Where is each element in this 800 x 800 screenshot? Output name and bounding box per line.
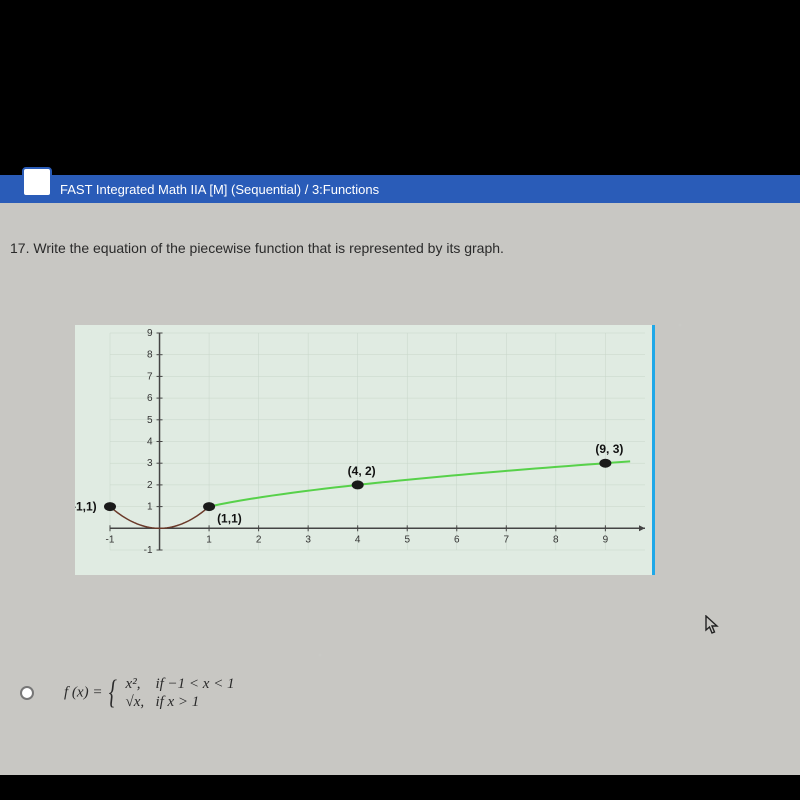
course-badge-icon bbox=[22, 167, 52, 197]
piecewise-chart: -1 1 2 3 4 5 6 7 8 9 -1 1 2 3 4 5 6 7 8 9 (-1,1) (1,1) (4, 2)… bbox=[75, 325, 655, 575]
case2-condition: if x > 1 bbox=[155, 694, 199, 710]
chart-right-border bbox=[652, 325, 655, 575]
svg-text:5: 5 bbox=[404, 534, 410, 545]
course-header-bar: FAST Integrated Math IIA [M] (Sequential… bbox=[0, 175, 800, 203]
svg-text:3: 3 bbox=[305, 534, 311, 545]
svg-text:1: 1 bbox=[206, 534, 212, 545]
svg-text:3: 3 bbox=[147, 458, 153, 469]
question-number: 17. bbox=[10, 240, 29, 256]
case1-expression: x², bbox=[126, 676, 141, 692]
svg-text:8: 8 bbox=[147, 350, 153, 361]
case1-condition: if −1 < x < 1 bbox=[155, 676, 234, 692]
chart-svg: -1 1 2 3 4 5 6 7 8 9 -1 1 2 3 4 5 6 7 8 9 (-1,1) (1,1) (4, 2)… bbox=[75, 325, 655, 575]
svg-text:(4, 2): (4, 2) bbox=[348, 464, 376, 478]
svg-text:4: 4 bbox=[355, 534, 361, 545]
question-text: 17. Write the equation of the piecewise … bbox=[10, 240, 504, 256]
svg-text:6: 6 bbox=[147, 393, 153, 404]
sqrt-curve bbox=[209, 461, 630, 506]
svg-text:5: 5 bbox=[147, 415, 153, 426]
svg-text:(-1,1): (-1,1) bbox=[75, 500, 97, 514]
svg-text:9: 9 bbox=[603, 534, 609, 545]
svg-text:4: 4 bbox=[147, 437, 153, 448]
svg-text:2: 2 bbox=[147, 480, 153, 491]
answer-option-1[interactable]: f (x) = { x², if −1 < x < 1 √x, if x > 1 bbox=[20, 675, 235, 711]
svg-text:7: 7 bbox=[504, 534, 510, 545]
app-screen: FAST Integrated Math IIA [M] (Sequential… bbox=[0, 175, 800, 775]
svg-text:6: 6 bbox=[454, 534, 460, 545]
radio-option-1[interactable] bbox=[20, 686, 34, 700]
fx-label: f (x) = bbox=[64, 684, 102, 700]
svg-text:2: 2 bbox=[256, 534, 262, 545]
question-prompt: Write the equation of the piecewise func… bbox=[33, 240, 504, 256]
svg-text:7: 7 bbox=[147, 371, 153, 382]
svg-text:-1: -1 bbox=[106, 534, 115, 545]
svg-text:(9, 3): (9, 3) bbox=[595, 442, 623, 456]
svg-text:1: 1 bbox=[147, 502, 153, 513]
svg-text:(1,1): (1,1) bbox=[217, 512, 242, 526]
mouse-cursor-icon bbox=[705, 615, 721, 637]
chart-grid bbox=[110, 333, 645, 550]
svg-text:9: 9 bbox=[147, 328, 153, 339]
course-title: FAST Integrated Math IIA [M] (Sequential… bbox=[60, 182, 379, 197]
svg-text:8: 8 bbox=[553, 534, 559, 545]
svg-text:-1: -1 bbox=[144, 545, 153, 556]
case2-expression: √x, bbox=[126, 694, 145, 710]
piecewise-formula: f (x) = { x², if −1 < x < 1 √x, if x > 1 bbox=[64, 675, 235, 711]
chart-points: (-1,1) (1,1) (4, 2) (9, 3) bbox=[75, 442, 623, 525]
